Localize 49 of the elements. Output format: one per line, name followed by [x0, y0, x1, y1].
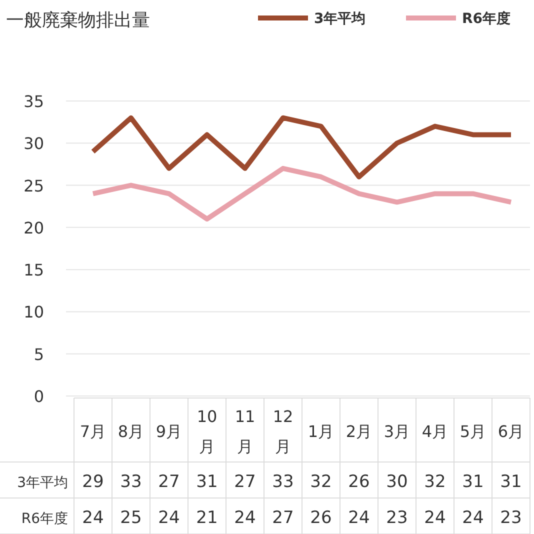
data-label: 24 [82, 508, 104, 528]
y-tick-label: 30 [24, 134, 44, 154]
data-label: 26 [348, 472, 370, 492]
x-tick-label: 10月 [196, 407, 218, 456]
x-tick-label: 8月 [118, 422, 144, 441]
y-tick-label: 10 [24, 302, 44, 322]
y-tick-label: 15 [24, 260, 44, 280]
y-tick-label: 25 [24, 176, 44, 196]
data-label: 32 [310, 472, 332, 492]
data-label: 21 [196, 508, 218, 528]
x-tick-label: 11月 [234, 407, 256, 456]
data-label: 27 [234, 472, 256, 492]
x-tick-label: 1月 [308, 422, 334, 441]
y-tick-label: 35 [24, 92, 44, 111]
data-label: 24 [462, 508, 484, 528]
x-tick-label: 3月 [384, 422, 410, 441]
data-label: 24 [348, 508, 370, 528]
y-tick-label: 0 [34, 387, 44, 406]
data-label: 24 [158, 508, 180, 528]
data-label: 24 [234, 508, 256, 528]
x-tick-label: 12月 [272, 407, 294, 456]
data-label: 23 [500, 508, 522, 528]
data-label: 27 [158, 472, 180, 492]
data-label: 30 [386, 472, 408, 492]
data-label: 31 [462, 472, 484, 492]
x-tick-label: 6月 [498, 422, 524, 441]
data-label: 26 [310, 508, 332, 528]
legend-label: 3年平均 [314, 11, 366, 27]
x-tick-label: 7月 [80, 422, 106, 441]
text: R6年度 [21, 511, 68, 527]
x-tick-label: 9月 [156, 422, 182, 441]
legend-label: R6年度 [462, 10, 511, 27]
y-tick-label: 5 [34, 344, 44, 364]
y-tick-label: 20 [24, 218, 44, 238]
data-label: 31 [196, 472, 218, 492]
data-label: 33 [272, 472, 294, 492]
data-label: 31 [500, 472, 522, 492]
data-label: 32 [424, 472, 446, 492]
data-label: 29 [82, 472, 104, 492]
data-label: 27 [272, 508, 294, 528]
x-tick-label: 5月 [460, 422, 486, 441]
chart-title: 一般廃棄物排出量 [6, 10, 150, 31]
x-tick-label: 2月 [346, 422, 372, 441]
data-label: 33 [120, 472, 142, 492]
data-label: 23 [386, 508, 408, 528]
data-label: 25 [120, 508, 142, 528]
data-label: 24 [424, 508, 446, 528]
x-tick-label: 4月 [422, 422, 448, 441]
text: 3年平均 [17, 475, 68, 491]
